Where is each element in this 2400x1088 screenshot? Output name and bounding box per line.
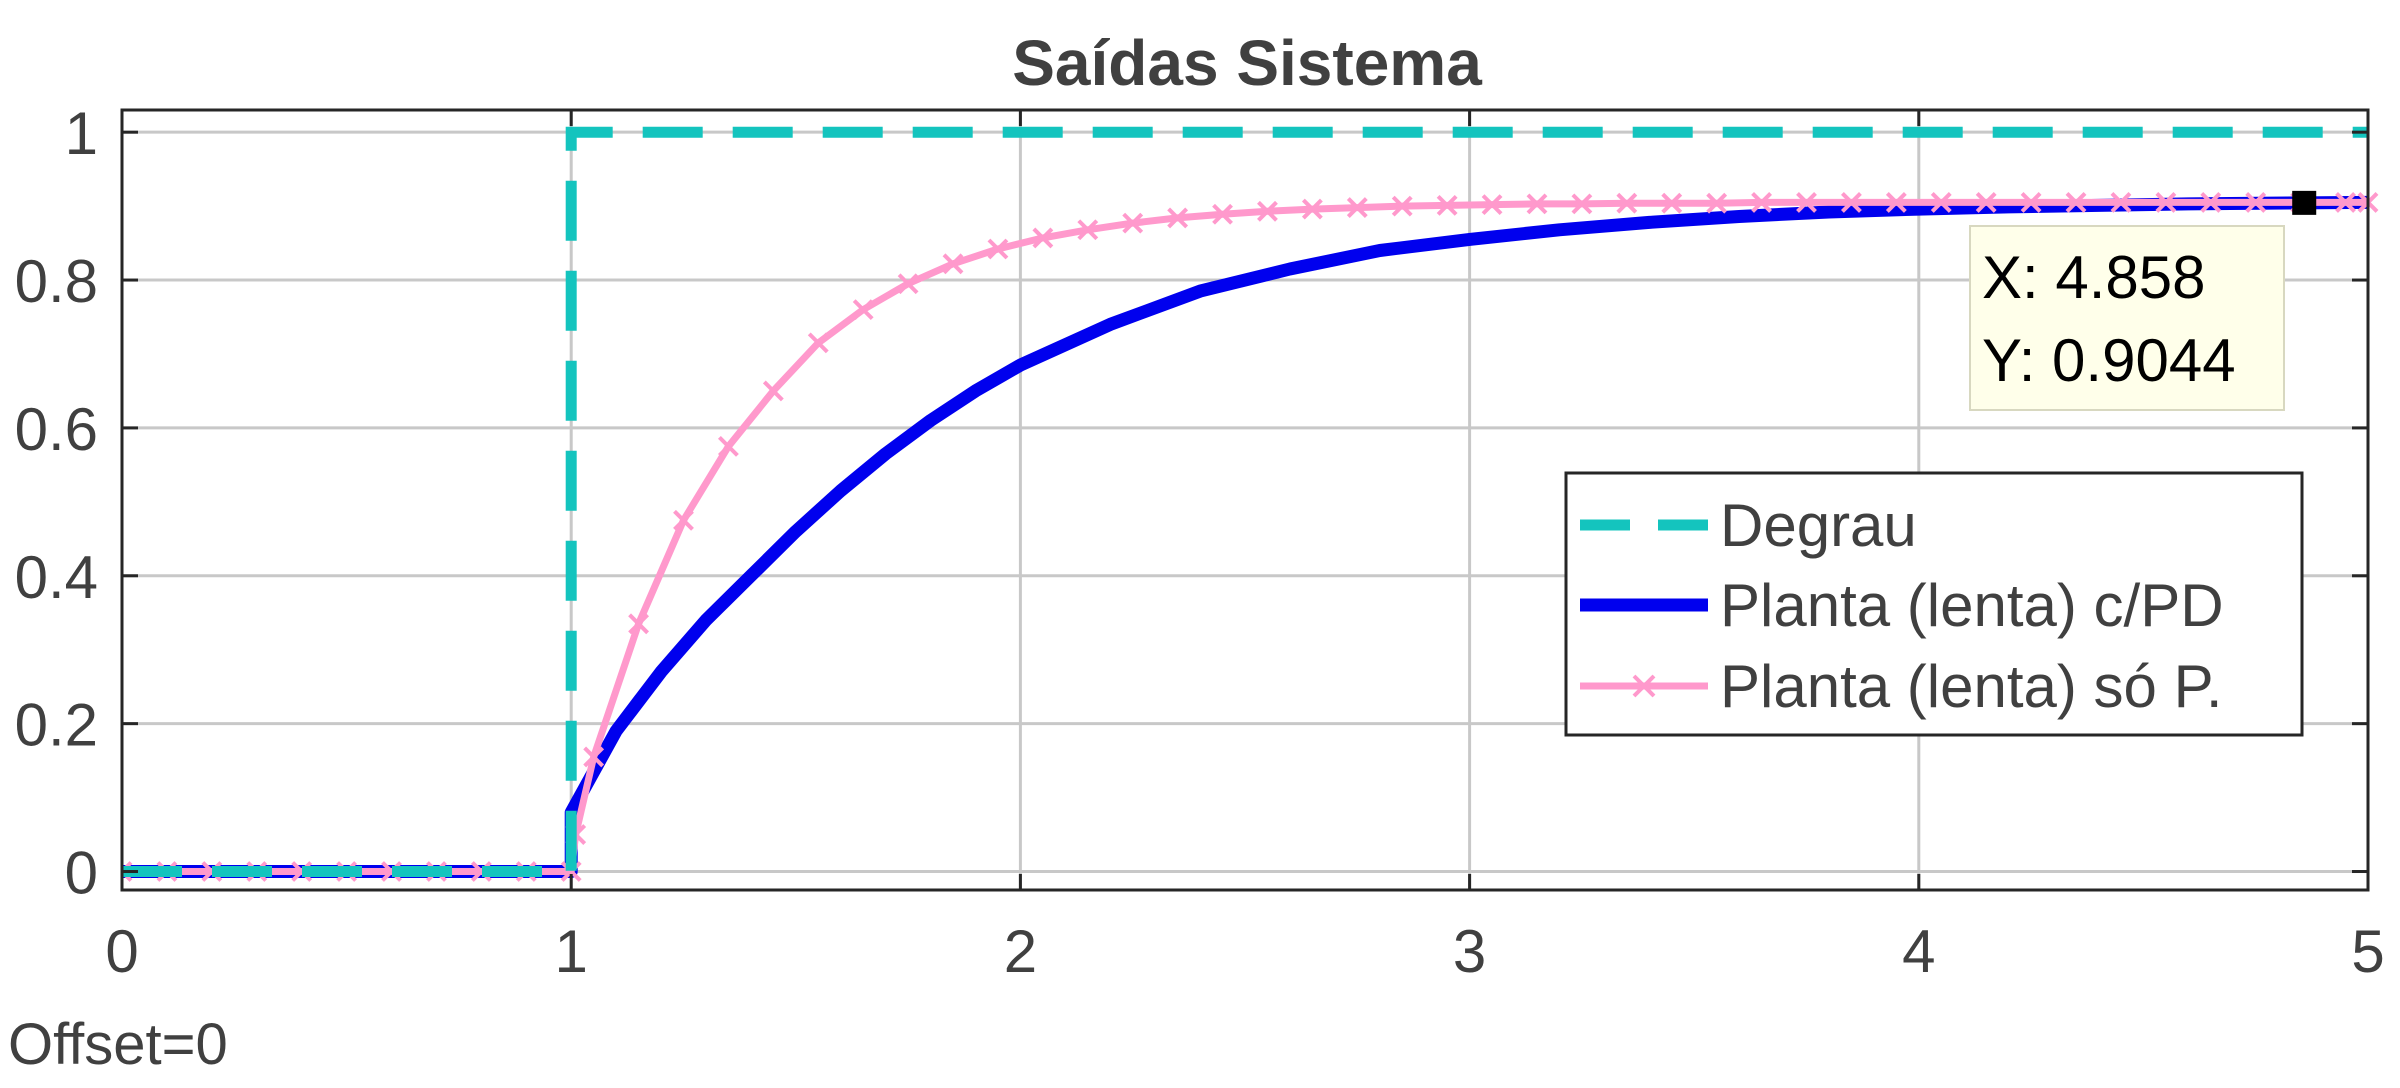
data-point-marker [1257,200,1278,222]
legend-item: Degrau [1580,492,1917,559]
datatip[interactable]: X: 4.858 Y: 0.9044 [1969,190,2317,411]
x-tick-label: 3 [1453,918,1486,985]
data-point-marker [1706,192,1728,214]
x-tick-label: 1 [555,918,588,985]
data-point-marker [673,509,694,531]
data-point-marker [1526,193,1548,215]
data-point-marker [852,299,874,321]
data-point-marker [1077,219,1099,241]
series-clip-group [122,126,2379,882]
data-point-marker [1661,192,1683,214]
data-point-marker [2245,192,2267,213]
chart-title: Saídas Sistema [1012,27,1482,99]
series-layer [122,126,2379,882]
legend-item: Planta (lenta) só P. [1580,653,2223,720]
plot-area-frame [120,108,2370,892]
data-point-marker [2065,192,2087,213]
legend-marker [1632,674,1656,698]
data-point-marker [718,435,739,457]
data-point-marker [2200,192,2222,213]
data-point-marker [381,861,402,882]
x-tick-label: 0 [105,918,138,985]
data-point-marker [1616,192,1638,214]
legend[interactable]: Degrau Planta (lenta) c/PD Planta (lenta) … [1564,471,2304,737]
data-point-marker [897,273,919,295]
data-point-marker [1346,197,1368,219]
data-point-marker [583,746,605,768]
data-point-marker [1167,207,1189,229]
y-tick-label: 0.4 [15,544,98,611]
data-point-marker [2335,192,2356,213]
data-point-marker [1975,192,1997,213]
series-line [122,126,2368,877]
data-point-marker [470,861,492,882]
data-point-marker [1301,198,1323,220]
data-point-marker [1930,192,1952,213]
data-point-marker [1481,194,1503,216]
x-tick-label: 5 [2351,918,2384,985]
datatip-marker [2292,190,2317,215]
data-point-marker [807,332,829,354]
x-tick-label: 2 [1004,918,1037,985]
data-point-marker [2020,192,2042,213]
series-degrau [122,126,2368,877]
data-point-marker [1841,192,1862,213]
data-point-marker [628,613,649,635]
legend-item: Planta (lenta) c/PD [1580,572,2224,639]
y-tick-label: 1 [65,100,98,167]
datatip-y-text: Y: 0.9044 [1982,327,2236,394]
data-point-marker [201,861,223,882]
data-point-marker [122,861,133,882]
data-point-marker [1122,212,1144,234]
series-line [122,195,2369,878]
series-planta-lenta-c-pd [122,195,2369,878]
legend-label: Planta (lenta) c/PD [1720,572,2224,639]
datatip-box [1969,225,2285,411]
data-point-marker [762,380,784,402]
datatip-x-text: X: 4.858 [1982,244,2206,311]
y-tick-label: 0.6 [15,396,98,463]
data-point-marker [2155,192,2177,213]
offset-label: Offset=0 [8,1012,228,1077]
legend-label: Planta (lenta) só P. [1720,653,2223,720]
x-tick-label: 4 [1902,918,1935,985]
axis-ticks: 0 1 2 3 4 5 0 0.2 0.4 0.6 0.8 1 [15,100,2385,985]
data-point-marker [1032,227,1054,249]
legend-label: Degrau [1720,492,1917,559]
data-point-marker [987,238,1009,260]
data-point-marker [1796,192,1817,213]
data-point-marker [2110,192,2132,213]
data-point-marker [1885,192,1907,213]
data-point-marker [291,861,313,882]
data-point-marker [1212,203,1233,225]
y-tick-label: 0 [65,840,98,907]
y-tick-label: 0.8 [15,248,98,315]
data-point-marker [1391,195,1413,217]
data-point-marker [1436,194,1458,216]
data-point-marker [1571,193,1593,215]
data-point-marker [1751,192,1772,213]
data-point-marker [560,861,582,882]
data-point-marker [942,253,964,275]
y-tick-label: 0.2 [15,692,98,759]
